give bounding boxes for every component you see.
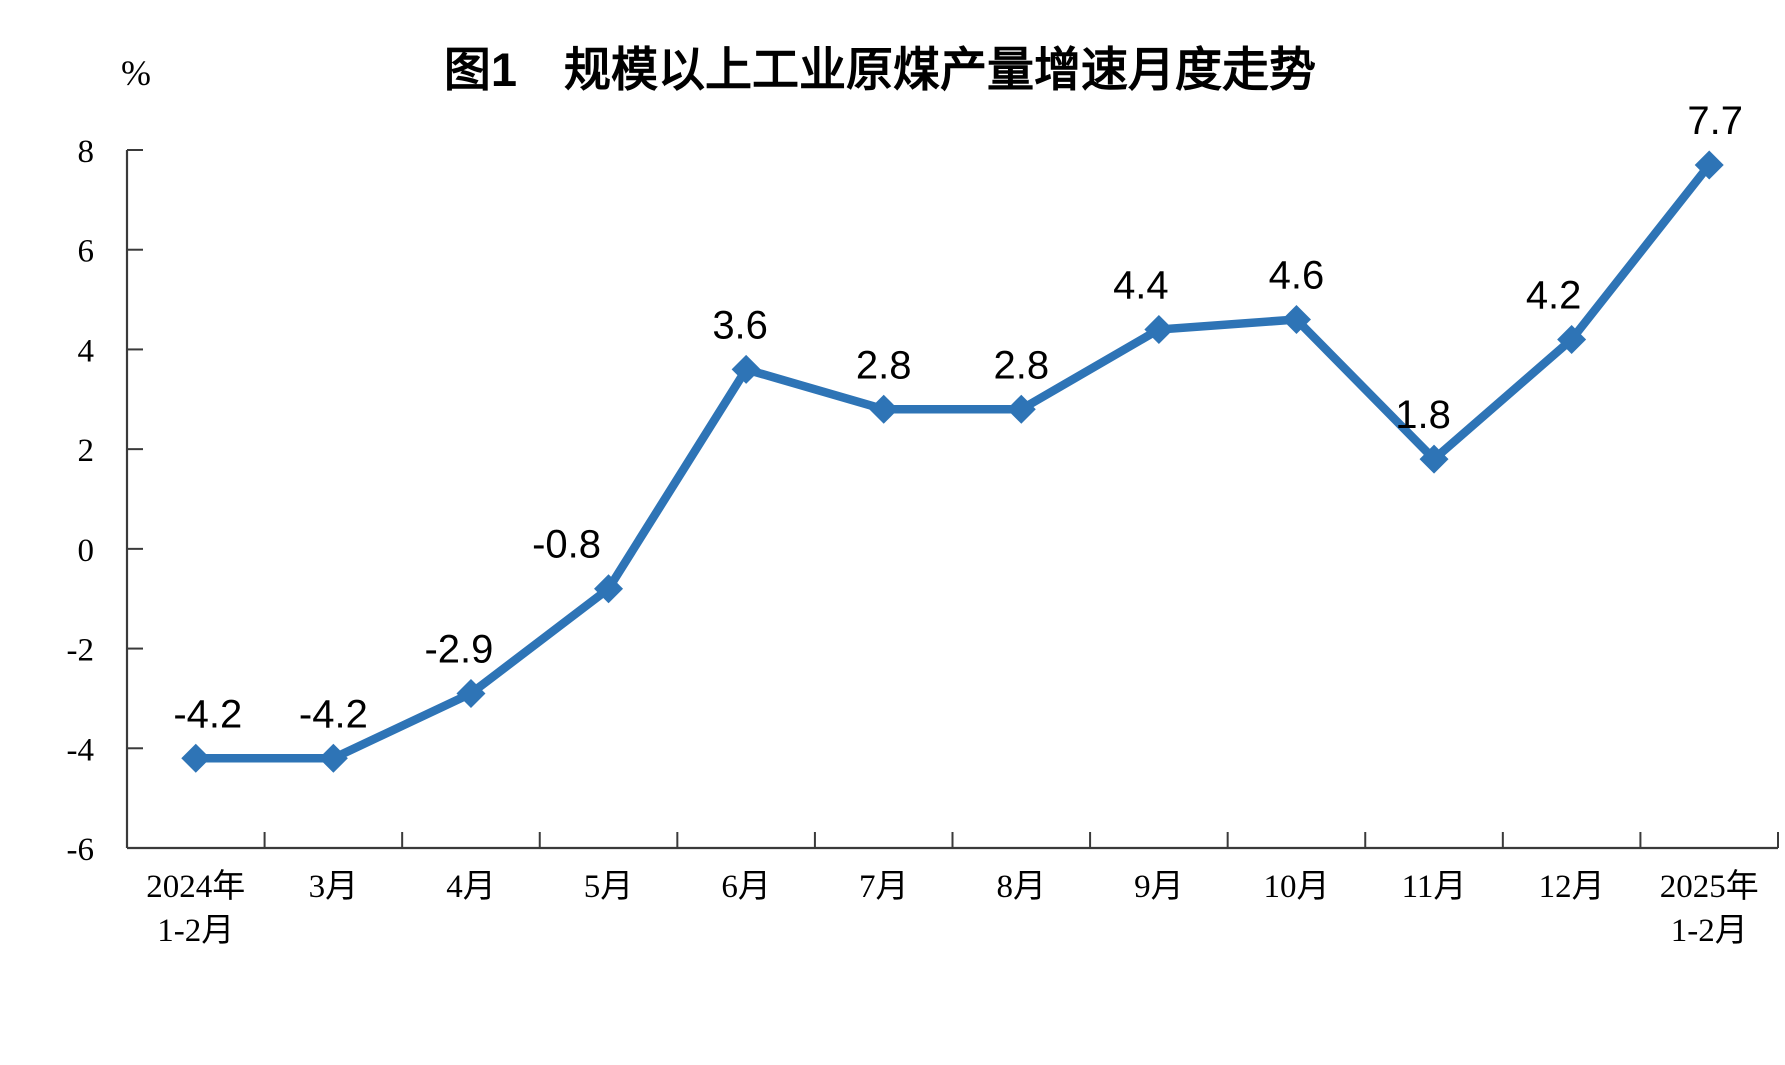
x-axis-category-label: 11月 [1402,869,1467,905]
data-point-marker [1694,150,1724,180]
x-axis-category-label: 10月 [1263,869,1329,905]
data-point-marker [456,678,486,708]
y-axis-tick-label: 6 [78,234,95,270]
x-axis-category-label: 2024年 [146,868,245,905]
y-axis-tick-label: 2 [78,433,95,469]
x-axis-category-label: 9月 [1134,869,1184,905]
x-axis-category-label: 3月 [309,869,359,905]
data-point-label: 3.6 [712,303,768,347]
x-axis-category-label: 6月 [721,869,771,905]
data-point-marker [594,574,624,604]
data-point-marker [869,394,899,424]
data-point-label: 2.8 [993,343,1049,387]
data-point-label: 4.2 [1526,273,1582,317]
data-point-marker [318,743,348,773]
data-point-marker [1006,394,1036,424]
data-point-label: 7.7 [1687,99,1743,143]
y-axis-tick-label: -6 [67,832,95,868]
x-axis-category-label: 7月 [859,869,909,905]
data-point-label: -4.2 [173,692,242,736]
data-point-marker [1281,305,1311,335]
y-axis-tick-label: 8 [78,134,95,170]
data-point-marker [1557,324,1587,354]
data-point-marker [1144,314,1174,344]
x-axis-category-label: 2025年 [1660,868,1759,905]
x-axis-category-label: 5月 [584,869,634,905]
data-point-label: 4.4 [1113,263,1169,307]
data-point-label: -0.8 [532,523,601,567]
y-axis-tick-label: -2 [67,633,95,669]
data-series-line [195,162,1713,763]
x-axis-category-label: 8月 [997,869,1047,905]
data-point-label: 2.8 [856,343,912,387]
data-point-label: -4.2 [299,692,368,736]
data-point-label: 4.6 [1269,254,1325,298]
y-axis-unit-label: % [121,53,151,93]
x-axis-category-label: 1-2月 [157,913,234,949]
x-axis-category-label: 1-2月 [1671,913,1748,949]
data-point-marker [1419,444,1449,474]
chart-title: 图1 规模以上工业原煤产量增速月度走势 [443,43,1317,96]
y-axis-tick-label: -4 [67,732,95,768]
data-point-marker [731,354,761,384]
data-point-label: -2.9 [424,627,493,671]
x-axis-category-label: 4月 [446,869,496,905]
x-axis-category-label: 12月 [1539,869,1605,905]
y-axis-tick-label: 4 [78,333,95,369]
data-point-marker [181,743,211,773]
data-point-label: 1.8 [1395,393,1451,437]
y-axis-tick-label: 0 [78,533,95,569]
